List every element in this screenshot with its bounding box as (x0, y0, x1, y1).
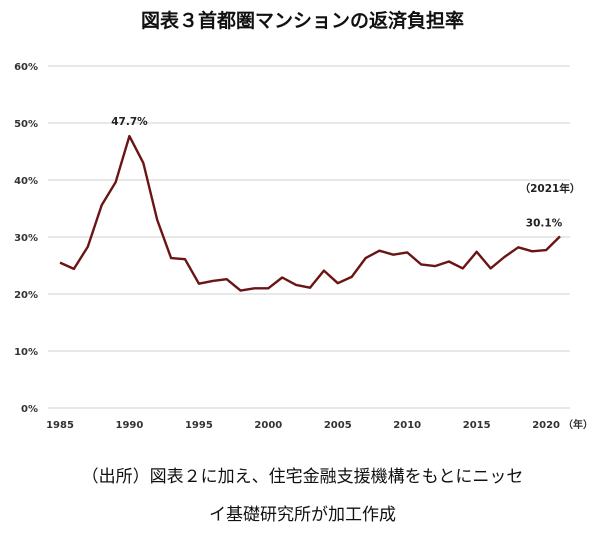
y-tick-label: 30% (14, 233, 38, 244)
peak-label: 47.7% (111, 116, 148, 128)
x-tick-label: 2000 (254, 420, 282, 431)
x-tick-label: 1985 (46, 420, 74, 431)
x-tick-label: 2005 (324, 420, 352, 431)
last-value-label: 30.1% (526, 217, 563, 229)
line-chart: 0% 10% 20% 30% 40% 50% 60% 1985 1990 1995 2000 2005… (14, 62, 593, 431)
y-tick-label: 60% (14, 62, 38, 73)
x-tick-label: 2020 (532, 420, 560, 431)
x-tick-label: 2010 (393, 420, 421, 431)
y-tick-label: 50% (14, 119, 38, 130)
x-tick-label: 1990 (116, 420, 144, 431)
x-tick-label: 2015 (463, 420, 491, 431)
source-note-line1: （出所）図表２に加え、住宅金融支援機構をもとにニッセ (81, 467, 524, 487)
y-tick-label: 10% (14, 347, 38, 358)
series-line (59, 134, 561, 292)
chart-title: 図表３首都圏マンションの返済負担率 (140, 10, 464, 32)
y-tick-label: 20% (14, 290, 38, 301)
year-label: （2021年） (520, 182, 581, 195)
source-note-line2: イ基礎研究所が加工作成 (209, 505, 396, 525)
y-tick-label: 40% (14, 176, 38, 187)
x-tick-label: 1995 (185, 420, 213, 431)
y-tick-label: 0% (21, 404, 38, 415)
x-unit-label: （年） (563, 418, 593, 431)
